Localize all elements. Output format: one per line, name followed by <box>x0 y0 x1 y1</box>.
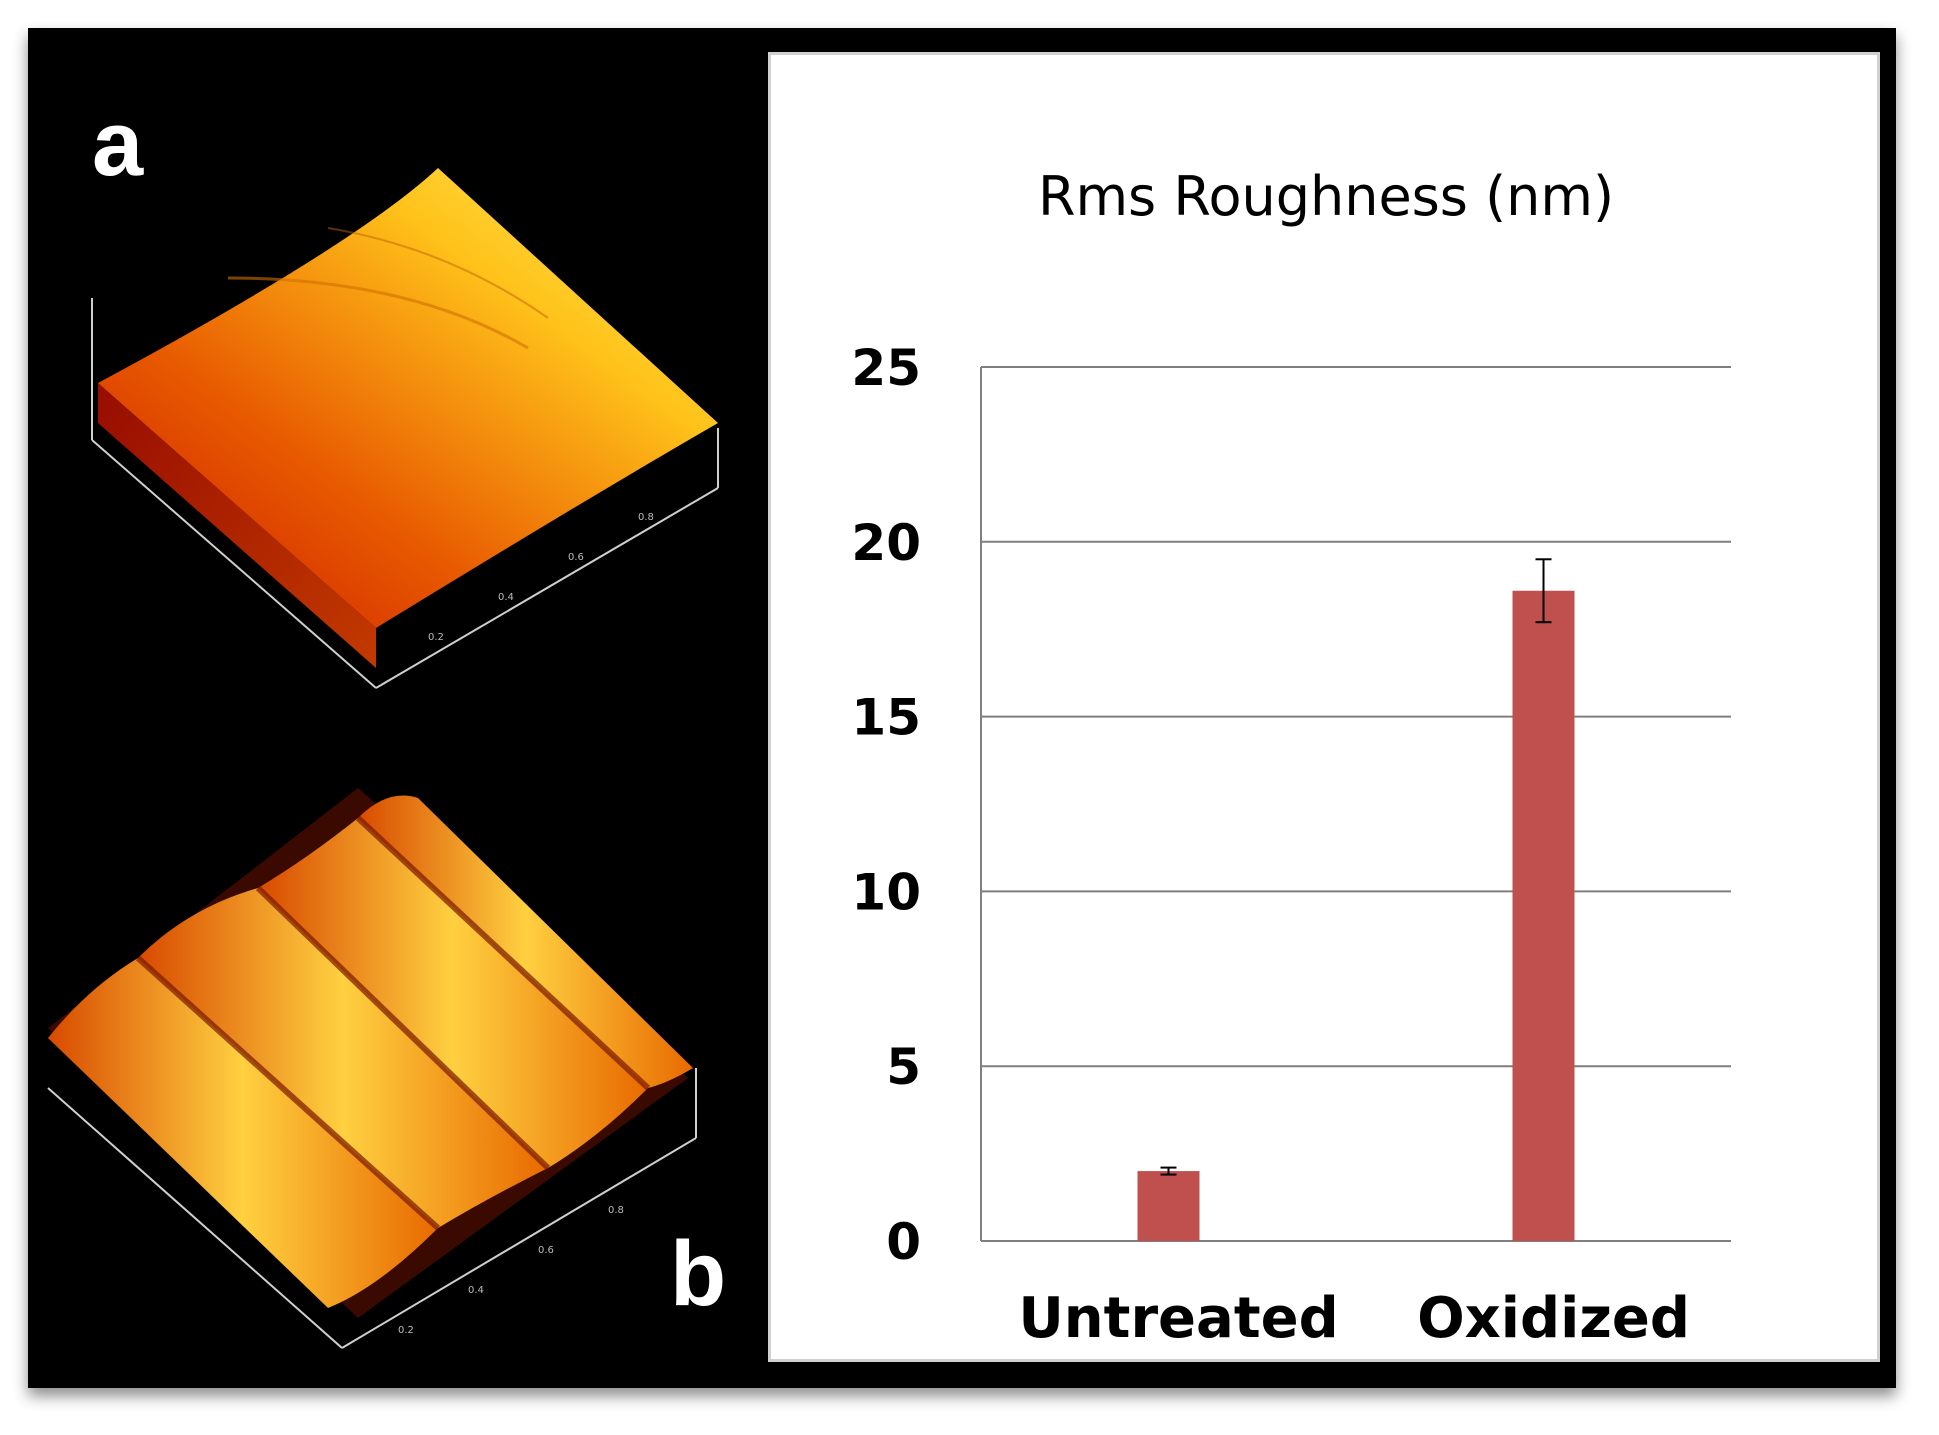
bar-chart-panel: Rms Roughness (nm) 0 5 10 15 20 25 Untreated O… <box>768 52 1880 1362</box>
svg-text:0.8: 0.8 <box>608 1205 624 1216</box>
afm-images-panel: 0.2 0.4 0.6 0.8 0.2 0.4 0.6 <box>28 28 788 1388</box>
svg-text:0.4: 0.4 <box>468 1285 484 1296</box>
bar-untreated <box>1137 1171 1200 1241</box>
afm-image-b: 0.2 0.4 0.6 0.8 <box>47 788 697 1349</box>
bars <box>1137 558 1575 1241</box>
category-label-oxidized: Oxidized <box>1417 1286 1690 1351</box>
y-tick-label: 5 <box>886 1038 921 1096</box>
bar-oxidized <box>1512 590 1575 1241</box>
grid-lines <box>981 366 1731 1242</box>
afm-topography-images: 0.2 0.4 0.6 0.8 0.2 0.4 0.6 <box>47 168 719 1349</box>
svg-text:0.4: 0.4 <box>498 592 514 603</box>
svg-text:0.6: 0.6 <box>568 552 584 563</box>
figure-frame: 0.2 0.4 0.6 0.8 0.2 0.4 0.6 <box>28 28 1896 1388</box>
y-tick-label: 25 <box>851 339 921 397</box>
roughness-bar-chart: Rms Roughness (nm) 0 5 10 15 20 25 Untreated O… <box>851 165 1731 1351</box>
y-tick-label: 15 <box>851 689 921 747</box>
category-labels: Untreated Oxidized <box>1018 1286 1690 1351</box>
svg-text:0.6: 0.6 <box>538 1245 554 1256</box>
category-label-untreated: Untreated <box>1018 1286 1338 1351</box>
svg-text:0.2: 0.2 <box>428 632 444 643</box>
panel-label-b: b <box>670 1223 727 1325</box>
y-tick-label: 20 <box>851 514 921 572</box>
y-tick-label: 0 <box>886 1213 921 1271</box>
y-axis: 0 5 10 15 20 25 <box>851 339 982 1271</box>
chart-title: Rms Roughness (nm) <box>1038 165 1614 228</box>
afm-image-a: 0.2 0.4 0.6 0.8 <box>91 168 719 689</box>
svg-text:0.8: 0.8 <box>638 512 654 523</box>
panel-label-a: a <box>92 93 144 195</box>
y-tick-label: 10 <box>851 863 921 921</box>
svg-text:0.2: 0.2 <box>398 1325 414 1336</box>
